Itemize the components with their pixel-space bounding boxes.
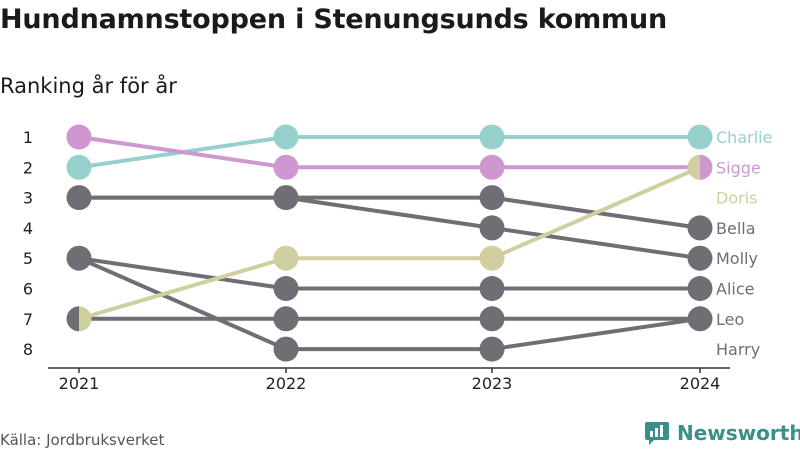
x-tick-label: 2024 (680, 374, 721, 393)
series-line-molly (79, 195, 701, 261)
newsworthy-logo-icon (645, 422, 669, 445)
chart-subtitle: Ranking år för år (0, 74, 177, 98)
y-tick-label: 1 (23, 128, 33, 147)
point-sigge (479, 154, 505, 180)
point-bella (66, 185, 92, 211)
chart-title: Hundnamnstoppen i Stenungsunds kommun (0, 4, 667, 35)
series-line-alice (78, 256, 700, 291)
point-alice (687, 276, 713, 301)
y-tick-label: 8 (23, 340, 33, 359)
end-label-molly: Molly (716, 249, 758, 268)
point-charlie (687, 124, 713, 150)
point-leo (273, 306, 299, 332)
end-label-harry: Harry (716, 340, 760, 359)
point-doris (273, 245, 299, 271)
point-bella (687, 215, 713, 241)
point-charlie (479, 124, 505, 150)
brand-logo: Newsworthy (644, 420, 800, 446)
point-molly (687, 245, 713, 271)
point-molly (479, 215, 505, 241)
series-line-doris (78, 165, 701, 321)
end-label-alice: Alice (716, 280, 754, 299)
series-line-harry (78, 256, 701, 352)
brand-name: Newsworthy (677, 421, 800, 445)
point-leo (479, 306, 505, 332)
end-label-sigge: Sigge (716, 158, 761, 177)
point-leo (687, 306, 713, 332)
point-doris (687, 154, 700, 180)
point-sigge (273, 154, 299, 180)
point-charlie (273, 124, 299, 150)
y-tick-label: 5 (23, 249, 33, 268)
point-bella (273, 185, 299, 211)
point-leo (66, 306, 79, 332)
point-charlie (66, 154, 92, 180)
y-tick-label: 2 (23, 158, 33, 177)
point-doris (79, 306, 92, 332)
point-sigge (66, 124, 92, 150)
point-bella (479, 185, 505, 211)
x-tick-label: 2023 (472, 374, 513, 393)
point-harry (273, 336, 299, 362)
source-note: Källa: Jordbruksverket (0, 431, 165, 449)
end-label-bella: Bella (716, 219, 756, 238)
y-tick-label: 4 (23, 219, 33, 238)
point-alice (273, 276, 299, 301)
y-tick-label: 7 (23, 310, 33, 329)
series-line-sigge (78, 135, 700, 170)
y-tick-label: 3 (23, 189, 33, 208)
x-tick-label: 2021 (59, 374, 100, 393)
end-label-leo: Leo (716, 310, 744, 329)
point-harry (479, 336, 505, 362)
y-tick-label: 6 (23, 280, 33, 299)
point-doris (479, 245, 505, 271)
point-sigge (700, 154, 713, 180)
point-alice (479, 276, 505, 301)
end-label-charlie: Charlie (716, 128, 772, 147)
point-alice (66, 245, 92, 271)
x-tick-label: 2022 (266, 374, 307, 393)
end-label-doris: Doris (716, 189, 757, 208)
